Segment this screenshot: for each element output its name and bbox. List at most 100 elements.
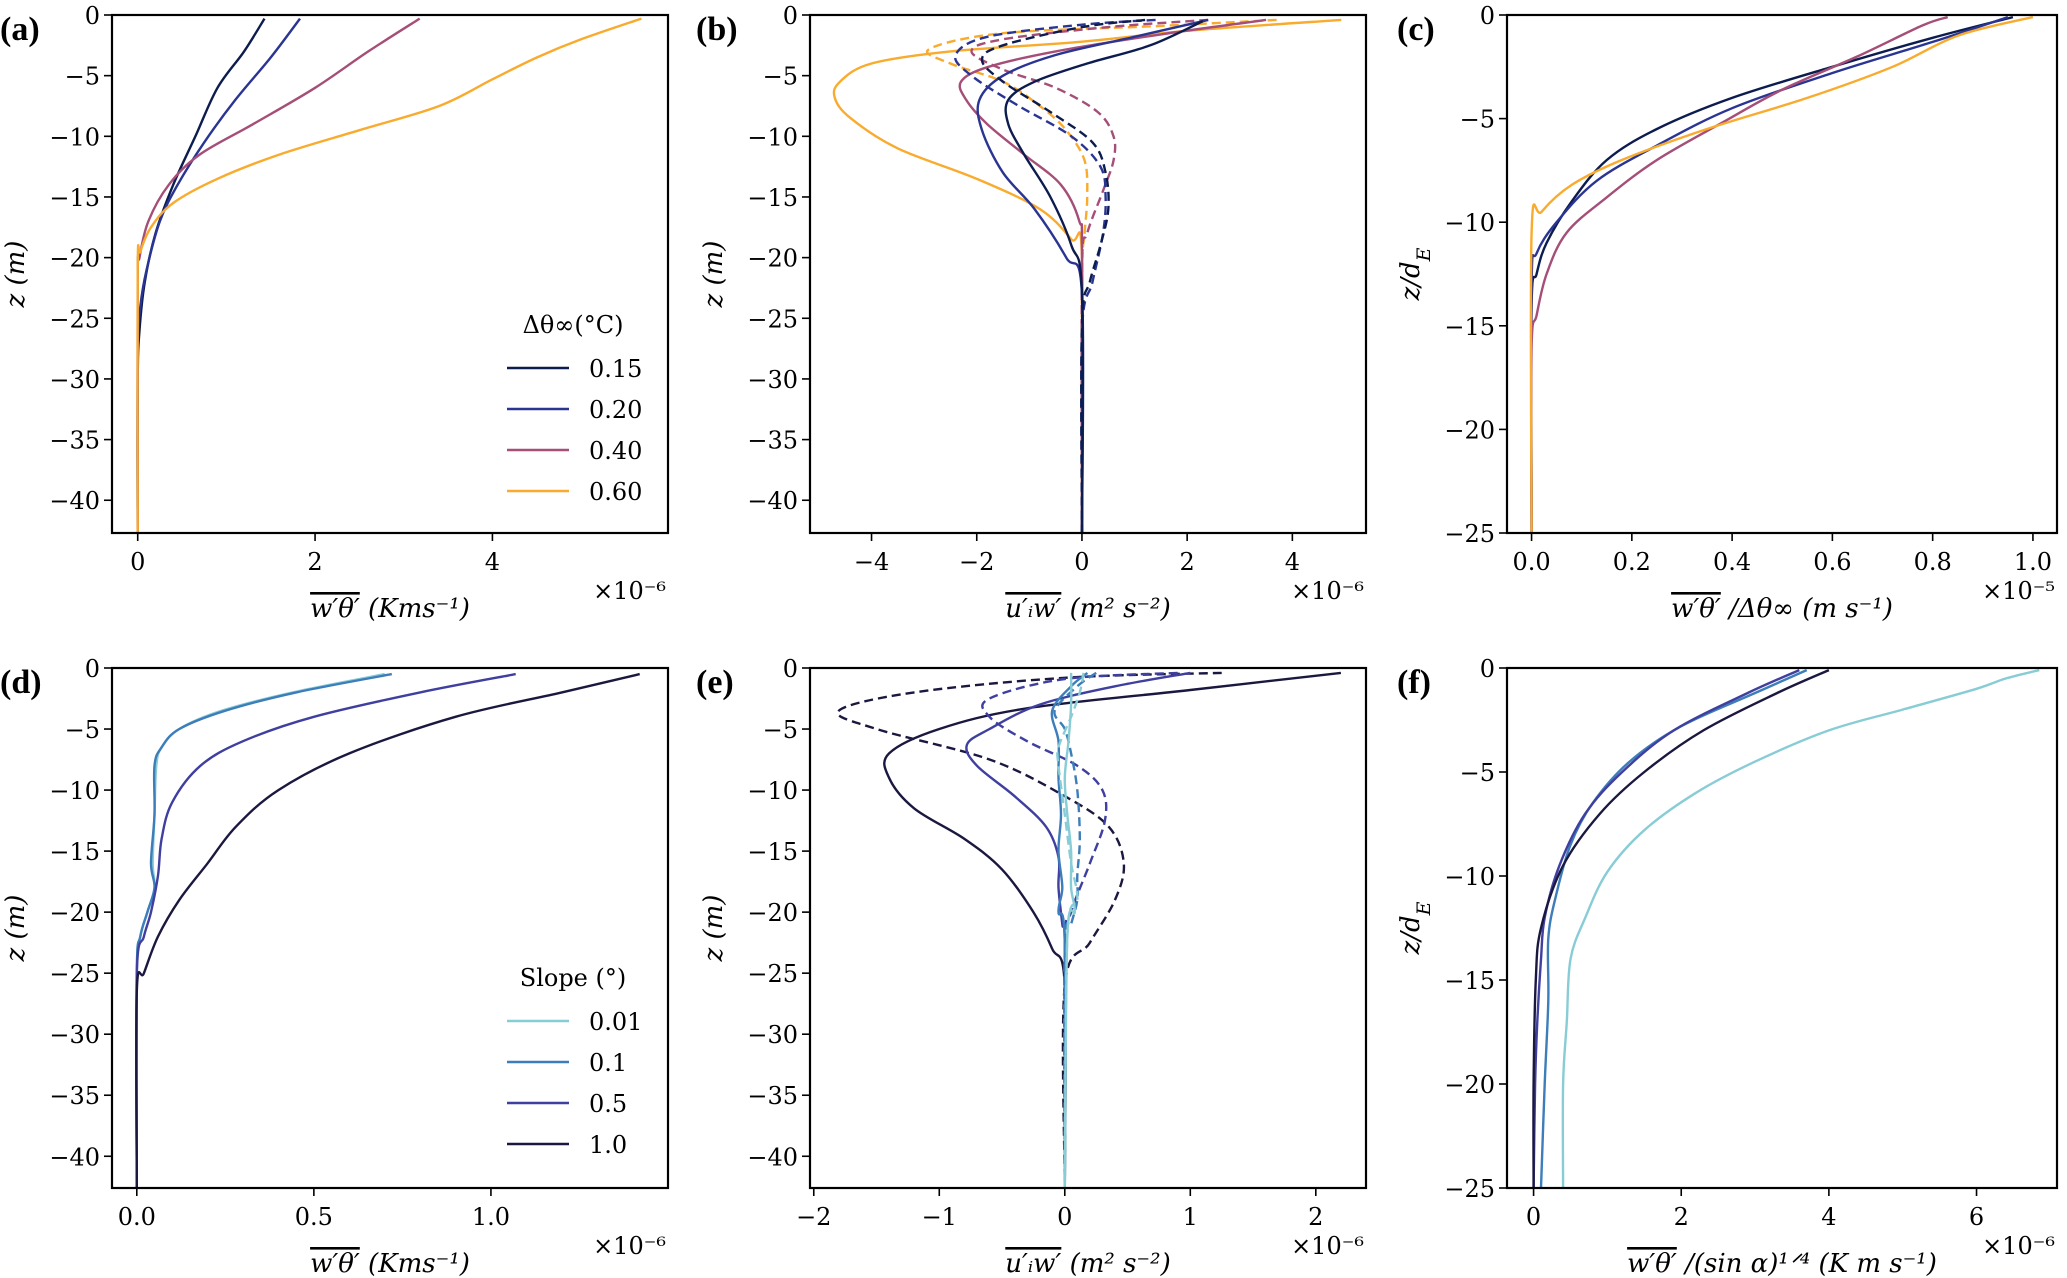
legend-entry: 0.20 <box>589 396 642 424</box>
series-line-7 <box>1004 20 1204 533</box>
y-axis-label-main: z/d <box>1396 261 1426 301</box>
x-tick-label: 0.4 <box>1713 548 1751 576</box>
y-tick-label: −25 <box>1444 1175 1495 1203</box>
x-tick-label: 4 <box>485 548 500 576</box>
panel-label: (c) <box>1397 11 1435 48</box>
panel-a: 0 2 4 0 −5 −10 −15 −20 −25 −30 −35 −40 w′θ′ (Kms⁻¹) ×… <box>0 2 670 624</box>
panel-label: (a) <box>0 11 40 48</box>
y-axis-label: z/dE <box>1396 247 1435 301</box>
y-tick-label: −10 <box>1444 209 1495 237</box>
x-axis-label: u′ᵢw′ (m² s⁻²) <box>1005 1249 1170 1278</box>
series-line-0.40 <box>136 17 421 533</box>
x-axis-label-units: (m² s⁻²) <box>1061 1249 1170 1278</box>
series-line-2 <box>1530 15 2009 533</box>
series-line-8-dashed <box>980 18 1146 533</box>
series-line-3 <box>1530 15 1949 533</box>
series-line-4-dashed <box>981 671 1178 1188</box>
x-tick-label: 1.0 <box>472 1203 510 1231</box>
panel-label: (b) <box>696 11 738 48</box>
x-axis-multiplier: ×10⁻⁶ <box>1291 1232 1364 1260</box>
x-axis-label-units: /Δθ∞ (m s⁻¹) <box>1721 594 1893 624</box>
x-axis-label: u′ᵢw′ (m² s⁻²) <box>1005 594 1170 624</box>
y-tick-label: −40 <box>747 1143 798 1171</box>
y-tick-label: 0 <box>1480 655 1495 683</box>
panel-f: 0 2 4 6 0 −5 −10 −15 −20 −25 w′θ′ /(sin α)¹ᐟ⁴ (K m… <box>1396 655 2059 1278</box>
series-group <box>832 18 1342 533</box>
y-tick-label: −15 <box>1444 313 1495 341</box>
legend-entry: 0.40 <box>589 437 642 465</box>
y-tick-label: −5 <box>763 716 798 744</box>
x-tick-label: 0.0 <box>1512 548 1550 576</box>
series-line-0.20 <box>136 17 301 533</box>
x-axis-multiplier: ×10⁻⁶ <box>593 577 666 605</box>
y-tick-label: −30 <box>49 366 100 394</box>
series-line-0.01 <box>135 672 385 1188</box>
x-axis-label-overlined: w′θ′ <box>310 594 360 624</box>
legend-entry: 0.01 <box>589 1008 642 1036</box>
y-tick-label: 0 <box>85 655 100 683</box>
series-line-0.60 <box>136 17 642 533</box>
x-axis-label: w′θ′ (Kms⁻¹) <box>310 594 470 624</box>
x-axis-multiplier: ×10⁻⁶ <box>1291 577 1364 605</box>
y-tick-label: −15 <box>49 838 100 866</box>
y-axis-label: z/dE <box>1396 901 1435 955</box>
x-tick-label: 0.2 <box>1613 548 1651 576</box>
x-tick-label: 6 <box>1969 1203 1984 1231</box>
plot-frame <box>1505 13 2059 535</box>
series-group <box>136 17 642 533</box>
y-tick-label: −20 <box>747 245 798 273</box>
y-tick-label: 0 <box>85 2 100 30</box>
series-line-6-dashed <box>1053 671 1097 1188</box>
y-tick-label: −40 <box>747 487 798 515</box>
panel-label: (d) <box>0 664 42 701</box>
x-tick-label: 4 <box>1285 548 1300 576</box>
x-axis-label-overlined: w′θ′ <box>1671 594 1721 624</box>
x-tick-label: 2 <box>1180 548 1195 576</box>
y-tick-label: −15 <box>49 184 100 212</box>
legend-entry: 0.5 <box>589 1090 627 1118</box>
series-line-1 <box>832 18 1342 533</box>
y-tick-label: −15 <box>747 184 798 212</box>
x-tick-label: 0.6 <box>1813 548 1851 576</box>
y-tick-label: −10 <box>1444 863 1495 891</box>
y-tick-label: −30 <box>747 366 798 394</box>
y-axis-label-main: z (m) <box>1 241 31 309</box>
legend: Slope (°) 0.01 0.1 0.5 1.0 <box>507 964 642 1159</box>
y-axis-label-subscript: E <box>1413 247 1435 262</box>
x-axis-label-overlined: w′θ′ <box>310 1249 360 1278</box>
y-tick-label: −35 <box>49 1082 100 1110</box>
legend-entry: 0.15 <box>589 355 642 383</box>
y-tick-label: −20 <box>49 245 100 273</box>
x-axis-label-overlined: u′ᵢw′ <box>1005 1249 1061 1278</box>
x-tick-label: −2 <box>796 1203 831 1231</box>
y-axis-label: z (m) <box>1 895 31 963</box>
y-tick-label: −35 <box>49 427 100 455</box>
y-tick-label: −10 <box>747 123 798 151</box>
x-tick-label: 0 <box>1074 548 1089 576</box>
plot-frame <box>110 666 670 1190</box>
series-line-1 <box>883 671 1342 1188</box>
y-tick-label: 0 <box>1480 2 1495 30</box>
series-line-1 <box>1561 668 2040 1188</box>
x-axis-label-overlined: u′ᵢw′ <box>1005 594 1061 624</box>
x-axis-multiplier: ×10⁻⁶ <box>1982 1232 2055 1260</box>
x-tick-label: 0.8 <box>1914 548 1952 576</box>
legend-entry: 1.0 <box>589 1131 627 1159</box>
series-line-3 <box>965 671 1191 1188</box>
series-line-0.5 <box>135 672 516 1188</box>
series-group <box>1532 668 2040 1188</box>
y-tick-label: −40 <box>49 487 100 515</box>
series-line-4-dashed <box>970 18 1209 533</box>
y-tick-label: −25 <box>49 305 100 333</box>
y-tick-label: −10 <box>49 777 100 805</box>
x-tick-label: −4 <box>854 548 889 576</box>
x-axis-label-units: (Kms⁻¹) <box>360 594 470 624</box>
legend-title: Slope (°) <box>520 964 627 992</box>
panel-label: (e) <box>696 664 734 701</box>
x-tick-label: 4 <box>1821 1203 1836 1231</box>
x-tick-label: −1 <box>922 1203 957 1231</box>
panel-e: −2 −1 0 1 20−5−10−15−20−25−30−35−40u′ᵢw′ (m²… <box>696 655 1368 1278</box>
series-line-6-dashed <box>954 18 1156 533</box>
y-tick-label: 0 <box>783 655 798 683</box>
